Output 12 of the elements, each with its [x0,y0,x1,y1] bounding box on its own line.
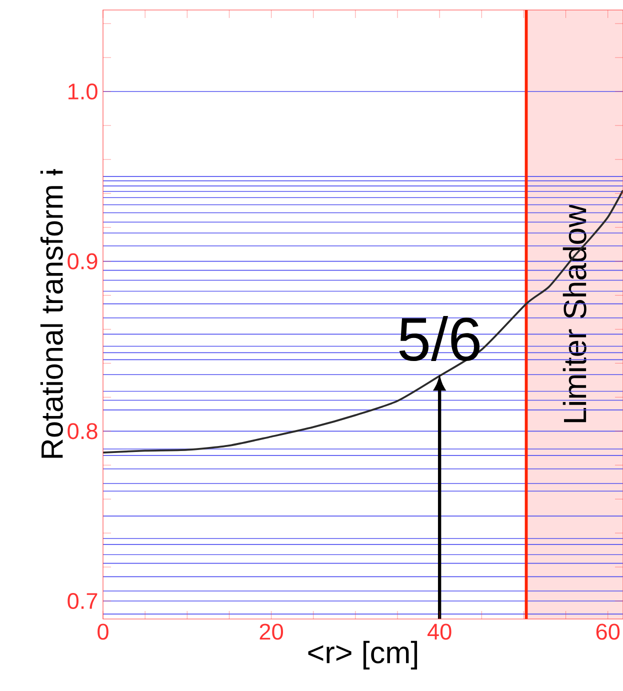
band-label: Limiter Shadow [562,204,586,422]
line-series [103,189,623,454]
x-tick-label: 20 [260,624,284,640]
y-axis-title: Rotational transform ɨ [40,169,63,458]
y-tick-label: 1.0 [68,83,98,100]
x-tick-label: 40 [427,624,452,640]
y-tick-label: 0.9 [68,253,98,270]
y-tick-label: 0.7 [68,592,98,610]
x-axis-title: <r> [cm] [308,640,418,670]
y-tick-label: 0.8 [68,423,98,440]
x-tick-label: 0 [98,624,108,640]
x-tick-label: 60 [596,624,620,640]
